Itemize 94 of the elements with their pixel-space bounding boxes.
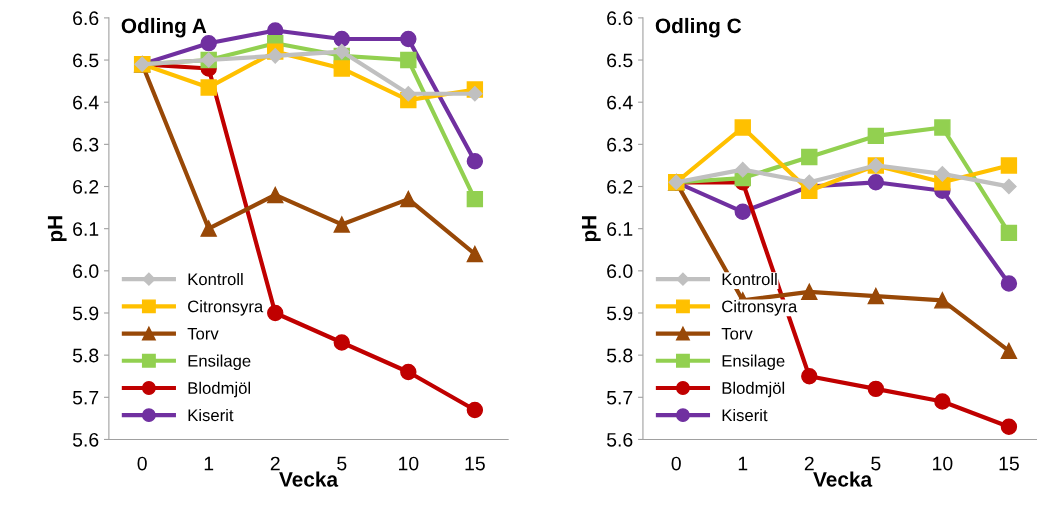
point [1000, 342, 1018, 360]
point [801, 174, 818, 191]
point [466, 153, 484, 170]
point [934, 166, 951, 182]
point [801, 368, 818, 385]
point [734, 119, 751, 136]
point [200, 220, 217, 237]
point [734, 161, 751, 178]
legend-label: Ensilage [722, 354, 785, 371]
point [934, 119, 951, 136]
point [333, 60, 350, 77]
point [467, 86, 483, 102]
y-tick-label: 6.5 [73, 53, 99, 68]
legend-label: Blodmjöl [188, 381, 251, 398]
chart-title: Odling A [121, 17, 207, 38]
point [333, 216, 350, 233]
x-tick-label: 15 [465, 456, 485, 471]
point [1000, 418, 1018, 436]
y-tick-label: 6.3 [73, 137, 99, 152]
y-tick-label: 6.0 [73, 264, 99, 279]
point [200, 34, 217, 52]
legend-label: Blodmjöl [722, 381, 785, 398]
point [1000, 275, 1018, 292]
point [267, 186, 284, 204]
x-tick-label: 2 [270, 456, 280, 471]
legend-label: Kiserit [722, 408, 768, 422]
y-tick-label: 6.0 [607, 264, 633, 279]
x-axis-title: Vecka [279, 471, 339, 487]
point [400, 363, 417, 381]
point [466, 190, 484, 208]
point [334, 43, 350, 60]
point [934, 393, 951, 410]
point [867, 174, 885, 191]
y-tick-label: 6.6 [73, 11, 99, 26]
y-tick-label: 5.6 [72, 432, 99, 447]
legend-label: Ensilage [188, 354, 251, 371]
y-tick-label: 6.2 [607, 179, 633, 194]
y-tick-label: 6.1 [73, 222, 99, 236]
x-tick-label: 5 [871, 456, 881, 471]
y-tick-label: 5.7 [606, 390, 633, 405]
point [1000, 157, 1018, 174]
x-tick-label: 0 [137, 456, 147, 471]
point [801, 148, 818, 166]
point [934, 292, 951, 309]
point [333, 334, 350, 351]
y-tick-label: 5.7 [72, 390, 99, 405]
point [466, 401, 484, 419]
x-tick-label: 10 [398, 456, 419, 471]
x-tick-label: 1 [204, 456, 214, 471]
point [333, 30, 350, 48]
point [400, 190, 417, 208]
y-tick-label: 6.5 [607, 53, 633, 68]
point [867, 380, 885, 398]
y-tick-label: 5.8 [72, 348, 99, 363]
legend-label: Torv [721, 327, 753, 340]
y-axis-title: pH [581, 216, 601, 242]
x-tick-label: 5 [337, 456, 347, 471]
x-tick-label: 0 [671, 456, 681, 471]
chart-title: Odling C [655, 17, 742, 38]
point [867, 287, 885, 305]
point [400, 86, 417, 102]
legend-label: Torv [187, 327, 219, 340]
point [267, 48, 284, 64]
point [466, 245, 484, 263]
y-tick-label: 6.2 [73, 179, 99, 194]
y-tick-label: 5.6 [606, 432, 633, 447]
point [400, 51, 417, 69]
point [1000, 224, 1018, 242]
point [267, 304, 284, 322]
y-tick-label: 6.4 [607, 95, 633, 110]
point [200, 79, 217, 96]
point [801, 283, 818, 301]
y-axis-title: pH [47, 216, 67, 242]
x-tick-label: 15 [999, 456, 1019, 471]
y-tick-label: 6.3 [607, 137, 633, 152]
x-tick-label: 10 [933, 456, 953, 471]
x-axis-title: Vecka [813, 471, 873, 487]
legend-label: Kontroll [188, 272, 243, 286]
legend-label: Kontroll [722, 272, 777, 286]
y-tick-label: 6.6 [607, 11, 633, 26]
legend-label: Citronsyra [188, 300, 264, 316]
x-tick-label: 1 [738, 456, 748, 471]
y-tick-label: 6.1 [607, 222, 633, 236]
legend-label: Citronsyra [722, 300, 798, 316]
y-tick-label: 5.9 [72, 306, 99, 321]
x-tick-label: 2 [804, 456, 814, 471]
legend-label: Kiserit [188, 408, 234, 422]
y-tick-label: 5.9 [606, 306, 633, 321]
point [734, 203, 751, 221]
point [867, 127, 885, 145]
point [400, 30, 417, 48]
y-tick-label: 6.4 [73, 95, 99, 110]
y-tick-label: 5.8 [606, 348, 633, 363]
point [1001, 178, 1017, 195]
